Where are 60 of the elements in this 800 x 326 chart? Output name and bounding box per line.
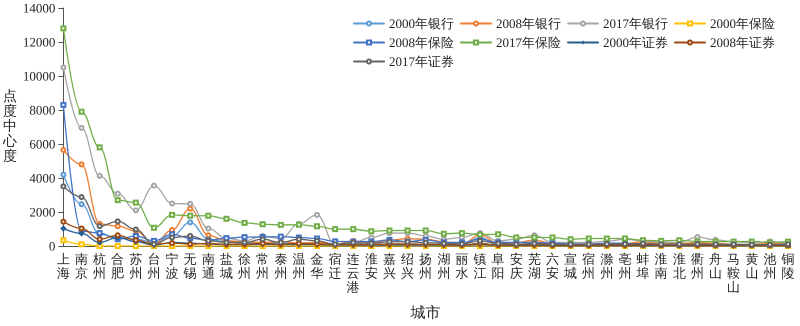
x-tick-label: 连云港	[346, 252, 360, 294]
y-axis-title: 点度中心度	[2, 88, 17, 164]
x-tick-label: 温州	[292, 252, 306, 280]
x-tick-label: 阜阳	[492, 252, 505, 280]
legend-label: 2017年保险	[496, 35, 561, 50]
y-tick-label: 4000	[29, 170, 56, 186]
legend-label: 2000年保险	[710, 16, 775, 31]
x-tick-label: 安庆	[510, 252, 523, 280]
legend-label: 2017年证券	[389, 54, 454, 69]
x-tick-label: 宁波	[166, 252, 179, 280]
x-tick-label: 绍兴	[401, 252, 414, 280]
x-tick-label: 宣城	[563, 252, 578, 280]
x-tick-label: 无锡	[182, 252, 197, 280]
y-tick-label: 0	[48, 238, 56, 254]
x-tick-label: 金华	[310, 252, 324, 280]
x-tick-label: 扬州	[419, 252, 432, 280]
legend-label: 2008年证券	[710, 35, 775, 50]
x-tick-label: 舟山	[709, 252, 722, 280]
x-tick-label: 湖州	[437, 252, 450, 280]
x-tick-label: 蚌埠	[636, 252, 650, 280]
x-tick-label: 上海	[56, 252, 70, 280]
x-tick-label: 徐州	[238, 252, 252, 280]
legend-label: 2008年保险	[389, 35, 454, 50]
x-tick-label: 芜湖	[528, 252, 541, 280]
x-tick-label: 嘉兴	[382, 252, 396, 280]
x-tick-label: 亳州	[618, 252, 632, 280]
x-tick-label: 镇江	[472, 252, 487, 280]
x-tick-label: 池州	[763, 252, 776, 280]
x-tick-label: 台州	[147, 252, 160, 280]
x-tick-label: 黄山	[745, 252, 758, 280]
x-tick-label: 六安	[546, 252, 560, 280]
x-tick-label: 南通	[202, 252, 215, 280]
x-tick-label: 淮北	[672, 252, 686, 280]
x-tick-label: 合肥	[111, 252, 124, 280]
x-tick-label: 盐城	[218, 252, 233, 280]
x-tick-label: 杭州	[92, 252, 106, 280]
x-tick-label: 滁州	[600, 252, 614, 280]
x-tick-label: 泰州	[274, 252, 288, 280]
legend-label: 2008年银行	[496, 16, 561, 31]
x-tick-label: 宿迁	[328, 252, 342, 280]
x-tick-label: 常州	[256, 252, 270, 280]
x-axis-title: 城市	[410, 304, 441, 322]
y-tick-label: 12000	[22, 34, 56, 50]
y-tick-label: 6000	[29, 136, 56, 152]
x-tick-label: 苏州	[129, 252, 142, 280]
x-tick-label: 铜陵	[780, 252, 794, 280]
x-tick-label: 丽水	[455, 252, 468, 280]
y-tick-label: 10000	[22, 68, 56, 84]
y-tick-label: 14000	[22, 0, 56, 16]
x-tick-label: 淮南	[654, 252, 668, 280]
legend-label: 2000年银行	[389, 16, 454, 31]
legend-label: 2000年证券	[603, 35, 668, 50]
legend-label: 2017年银行	[603, 16, 668, 31]
x-tick-label: 马鞍山	[727, 252, 740, 294]
x-tick-label: 宿州	[582, 252, 596, 280]
y-tick-label: 8000	[29, 102, 56, 118]
x-tick-label: 南京	[75, 252, 88, 280]
x-tick-label: 衢州	[690, 252, 704, 280]
x-tick-label: 淮安	[364, 252, 378, 280]
y-tick-label: 2000	[29, 204, 56, 220]
